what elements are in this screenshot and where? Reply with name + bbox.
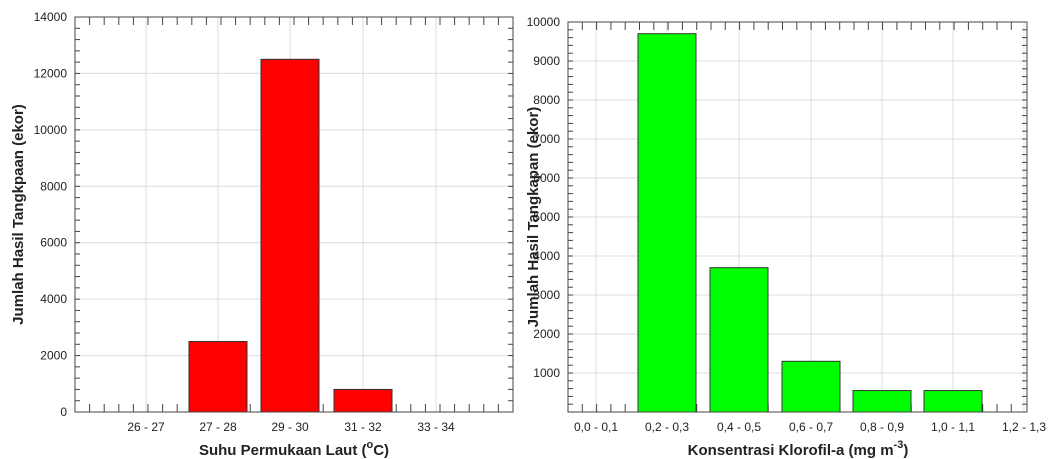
x-axis-title: Konsentrasi Klorofil-a (mg m-3) — [688, 439, 909, 459]
x-tick-label: 0,4 - 0,5 — [717, 420, 761, 434]
y-tick-label: 0 — [60, 405, 67, 419]
y-tick-label: 1000 — [533, 366, 560, 380]
x-tick-label: 0,8 - 0,9 — [860, 420, 904, 434]
x-tick-label: 0,0 - 0,1 — [574, 420, 618, 434]
y-tick-label: 9000 — [533, 54, 560, 68]
y-tick-label: 2000 — [40, 349, 67, 363]
y-tick-label: 4000 — [533, 249, 560, 263]
bar-1-0-1-1 — [923, 390, 983, 413]
bar-0-8-0-9 — [852, 390, 912, 413]
y-tick-label: 8000 — [533, 93, 560, 107]
bar-0-2-0-3 — [637, 33, 697, 413]
x-tick-label: 27 - 28 — [199, 420, 237, 434]
bar-27-28 — [188, 340, 248, 413]
x-tick-label: 1,0 - 1,1 — [931, 420, 975, 434]
y-tick-label: 8000 — [40, 179, 67, 193]
x-tick-label: 31 - 32 — [344, 420, 382, 434]
bar-29-30 — [260, 58, 320, 413]
y-tick-label: 2000 — [533, 327, 560, 341]
x-axis-title: Suhu Permukaan Laut (oC) — [199, 439, 389, 459]
bar-0-4-0-5 — [709, 267, 769, 413]
x-tick-label: 1,2 - 1,3 — [1002, 420, 1046, 434]
y-tick-label: 14000 — [34, 10, 68, 24]
plot-frame — [74, 16, 514, 413]
y-tick-label: 12000 — [34, 66, 68, 80]
y-tick-label: 10000 — [34, 123, 68, 137]
x-tick-label: 33 - 34 — [417, 420, 455, 434]
y-tick-label: 3000 — [533, 288, 560, 302]
y-tick-label: 10000 — [527, 15, 561, 29]
chart-panel-1: 0 2000 4000 6000 8000 10000 12000 14000 26 - 27 2… — [10, 10, 514, 459]
bar-31-32 — [333, 388, 393, 413]
bar-0-6-0-7 — [781, 360, 841, 413]
y-tick-label: 6000 — [40, 236, 67, 250]
y-axis-title: Jumlah Hasil Tangkapan (ekor) — [525, 107, 542, 328]
x-tick-label: 0,2 - 0,3 — [645, 420, 689, 434]
y-axis-title: Jumlah Hasil Tangkpaan (ekor) — [10, 104, 27, 325]
chart-panel-2: 1000 2000 3000 4000 5000 6000 7000 8000 9000 1000… — [525, 15, 1046, 459]
x-tick-label: 26 - 27 — [127, 420, 165, 434]
x-tick-label: 29 - 30 — [271, 420, 309, 434]
y-tick-label: 7000 — [533, 132, 560, 146]
plot-frame — [567, 21, 1028, 413]
y-tick-label: 5000 — [533, 210, 560, 224]
y-tick-label: 6000 — [533, 171, 560, 185]
y-tick-label: 4000 — [40, 292, 67, 306]
x-tick-label: 0,6 - 0,7 — [789, 420, 833, 434]
